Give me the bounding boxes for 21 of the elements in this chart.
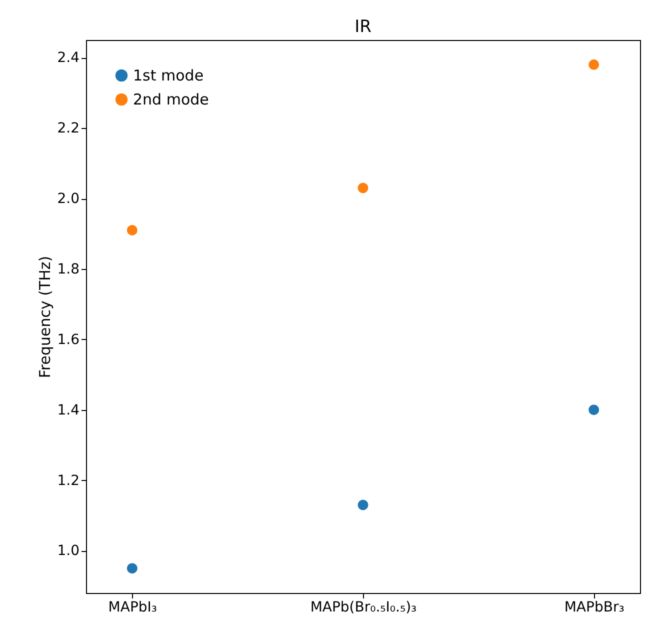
legend-label: 2nd mode	[133, 90, 209, 108]
point	[126, 563, 138, 574]
chart-title: IR	[354, 17, 372, 37]
y-tick-label: 1.6	[57, 332, 80, 348]
y-tick-label: 2.2	[57, 120, 80, 137]
y-axis-title: Frequency (THz)	[36, 256, 54, 378]
legend-label: 1st mode	[133, 66, 204, 84]
x-tick-label: MAPb(Br₀.₅I₀.₅)₃	[310, 600, 417, 616]
y-tick-label: 1.0	[57, 543, 80, 560]
point	[126, 224, 138, 236]
y-tick-label: 1.4	[57, 402, 80, 418]
y-tick-label: 1.8	[57, 261, 80, 278]
y-tick-label: 1.2	[57, 472, 80, 489]
point	[588, 59, 600, 70]
x-tick-label: MAPbBr₃	[564, 600, 624, 616]
point	[358, 500, 368, 510]
point	[588, 404, 600, 416]
point	[358, 182, 368, 194]
y-tick-label: 2.4	[57, 50, 80, 66]
x-tick-label: MAPbI₃	[108, 600, 158, 616]
y-tick-label: 2.0	[57, 191, 80, 208]
